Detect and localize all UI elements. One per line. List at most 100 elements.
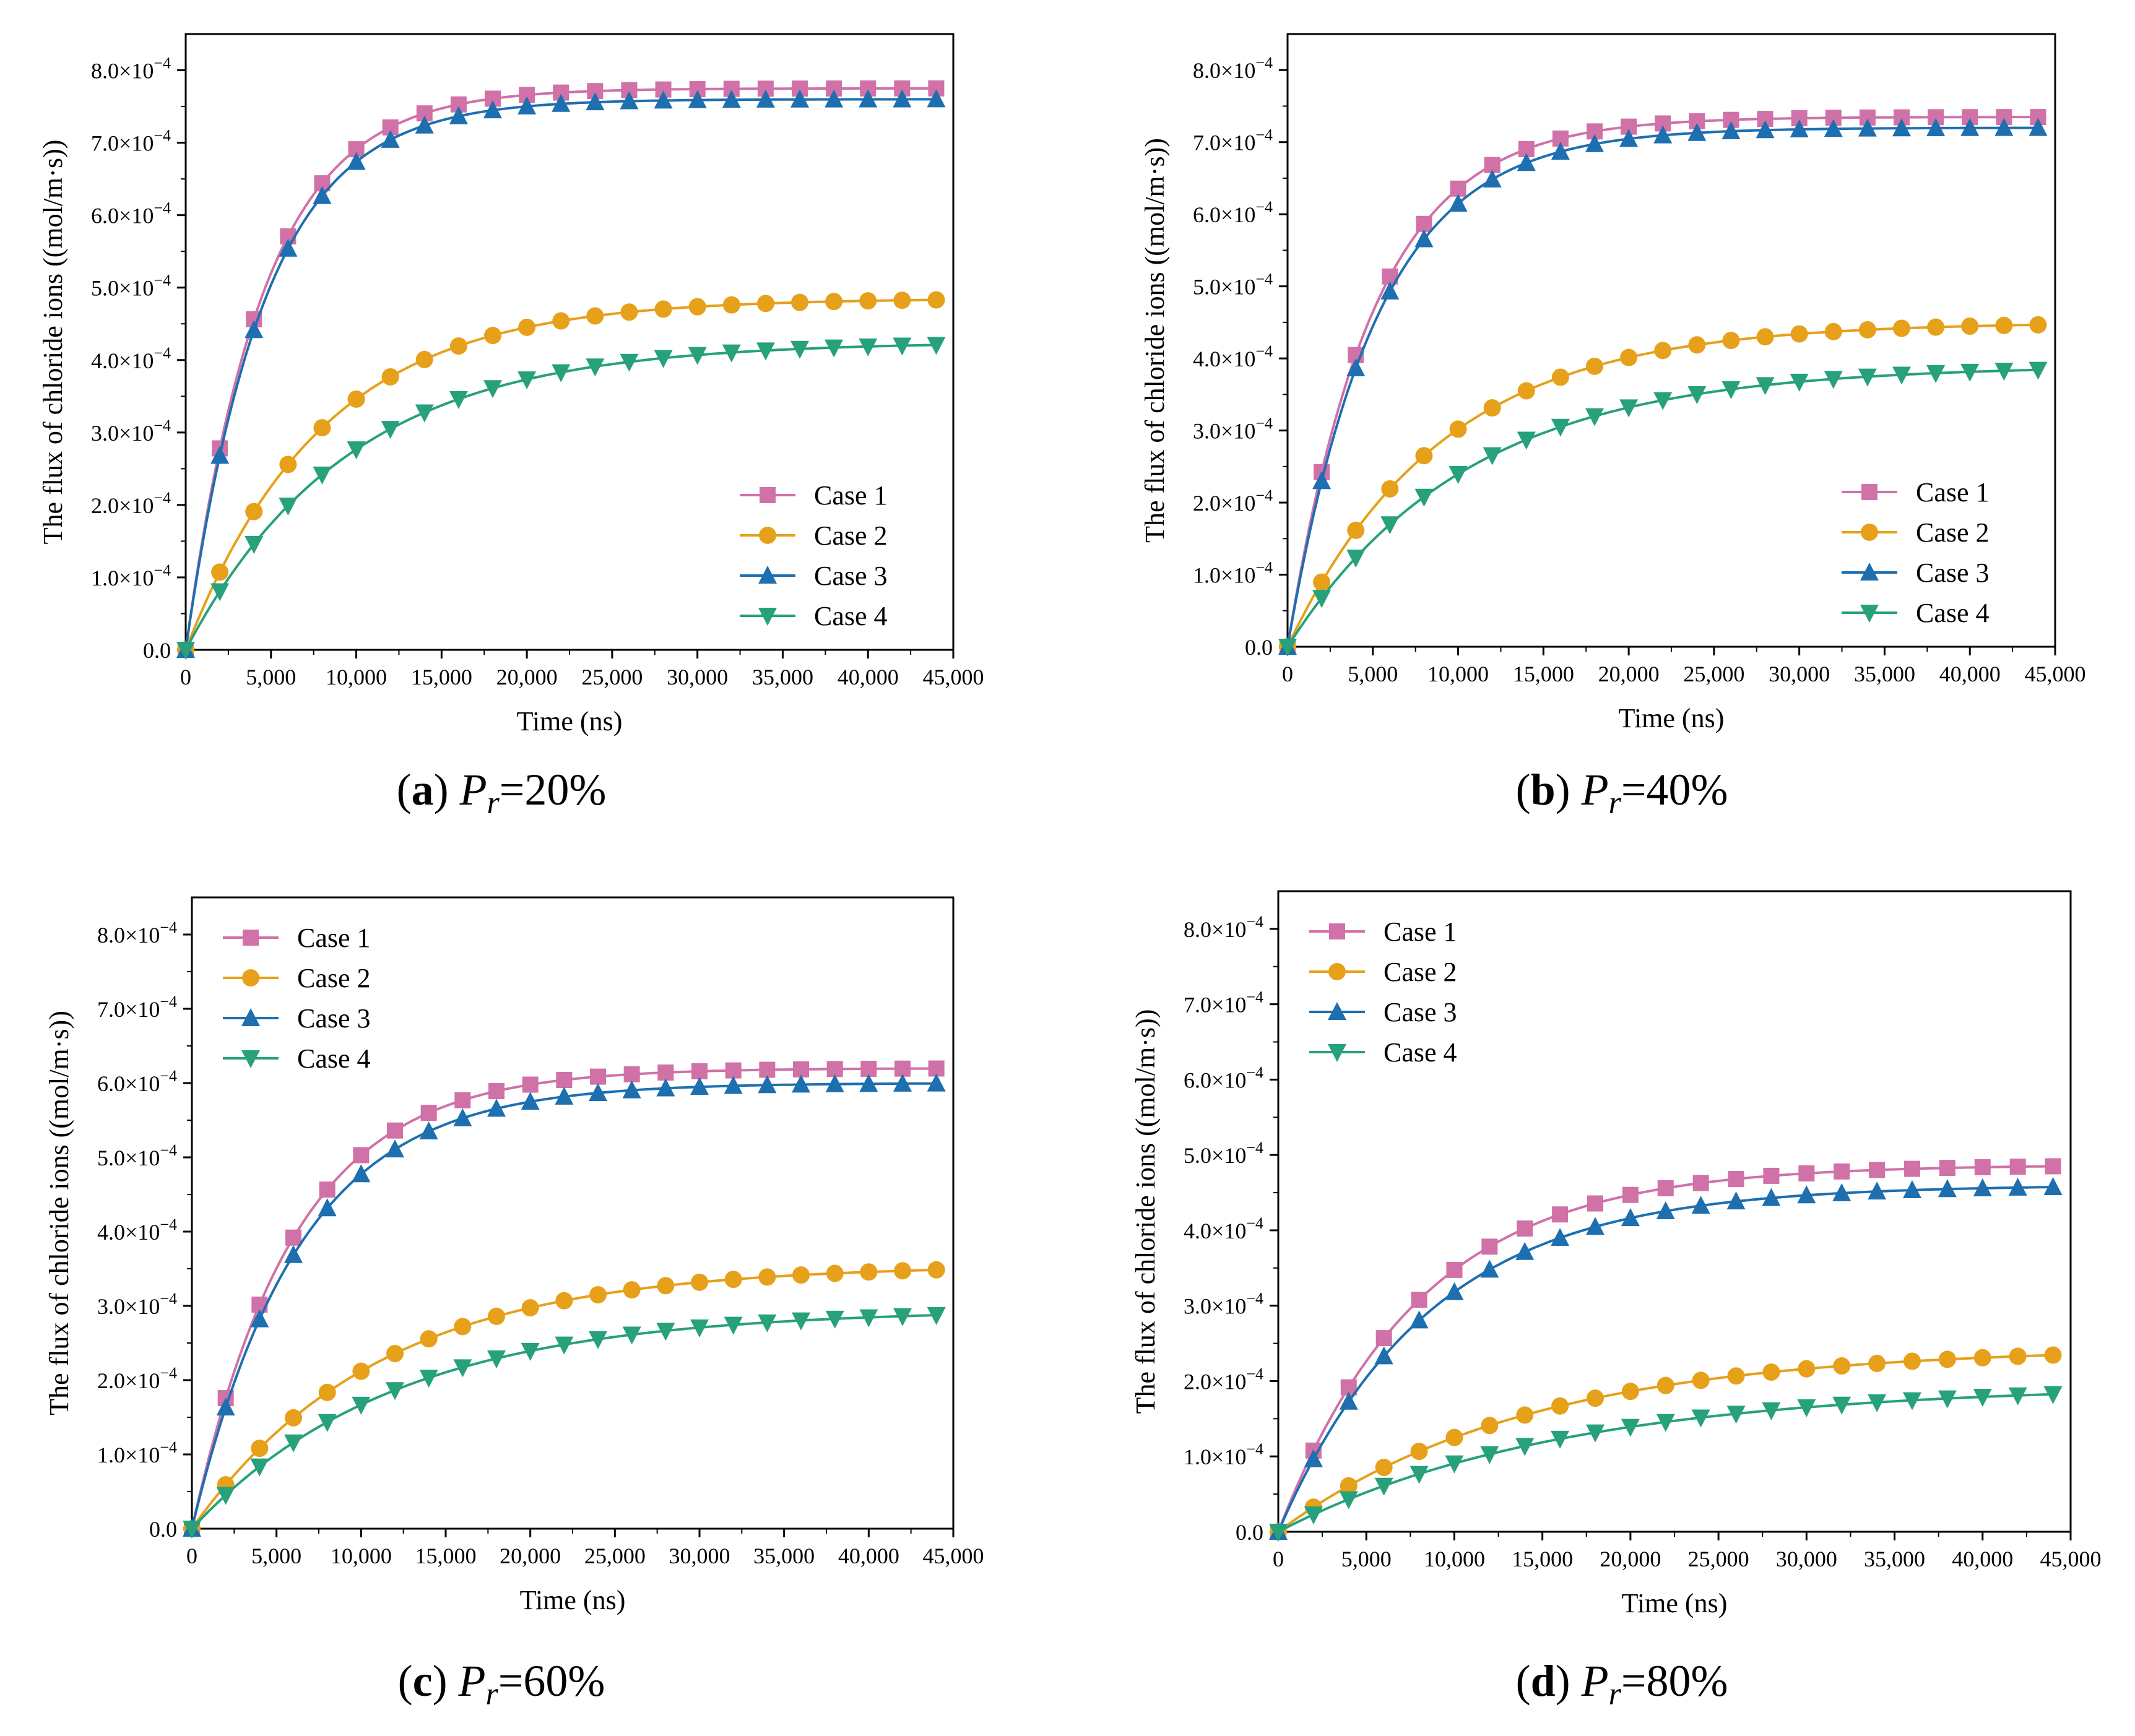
y-tick-exponent: −4 (1255, 270, 1273, 288)
data-point-case-4 (1903, 1392, 1921, 1410)
data-point-case-3 (656, 1078, 675, 1097)
legend-label: Case 4 (297, 1043, 371, 1074)
data-point-case-3 (250, 1309, 269, 1328)
x-tick-label: 30,000 (667, 665, 728, 689)
legend-label: Case 4 (1916, 598, 1990, 628)
y-tick-exponent: −4 (154, 127, 171, 145)
y-tick-mantissa: 8.0×10 (1193, 58, 1255, 83)
y-tick-exponent: −4 (154, 489, 171, 507)
y-axis-title: The flux of chloride ions ((mol/m·s)) (44, 1011, 74, 1415)
data-point-case-4 (483, 380, 502, 399)
caption-subscript: r (1609, 1677, 1622, 1712)
data-point-case-4 (1797, 1399, 1816, 1417)
legend-label: Case 3 (814, 561, 888, 591)
data-point-case-2 (927, 291, 945, 309)
data-point-case-2 (1893, 319, 1910, 337)
y-tick-mantissa: 1.0×10 (1184, 1445, 1246, 1469)
y-tick-mantissa: 2.0×10 (97, 1368, 160, 1393)
x-tick-label: 5,000 (246, 665, 296, 689)
legend-marker (1328, 1044, 1346, 1062)
y-tick-mantissa: 0.0 (1236, 1520, 1263, 1545)
data-point-case-4 (1445, 1455, 1464, 1474)
data-point-case-4 (250, 1458, 269, 1477)
data-point-case-1 (1657, 1180, 1674, 1196)
y-tick-mantissa: 3.0×10 (97, 1294, 160, 1319)
y-tick-mantissa: 4.0×10 (1193, 347, 1255, 371)
data-point-case-4 (352, 1396, 371, 1415)
data-point-case-1 (1974, 1159, 1991, 1176)
y-tick-mantissa: 6.0×10 (1184, 1068, 1246, 1092)
data-point-case-4 (1480, 1446, 1499, 1464)
data-point-case-4 (1414, 488, 1434, 507)
data-point-case-4 (690, 1319, 709, 1338)
data-point-case-3 (724, 1076, 743, 1094)
y-tick-mantissa: 3.0×10 (91, 421, 154, 446)
data-point-case-2 (1586, 357, 1603, 375)
data-point-case-2 (1620, 348, 1638, 366)
data-point-case-4 (1619, 399, 1639, 418)
data-point-case-4 (790, 340, 809, 359)
data-point-case-4 (1824, 371, 1843, 389)
caption-value: 40% (1646, 765, 1728, 814)
data-point-case-1 (454, 1092, 471, 1108)
y-tick-mantissa: 0.0 (143, 638, 171, 663)
y-tick-label: 2.0×10−4 (91, 489, 171, 518)
data-point-case-2 (518, 318, 536, 336)
y-tick-label: 6.0×10−4 (1184, 1063, 1263, 1092)
y-tick-exponent: −4 (1246, 1290, 1263, 1308)
data-point-case-2 (1656, 1376, 1674, 1394)
legend: Case 1 Case 2 Case 3 Case 4 (1842, 477, 1990, 628)
legend-label: Case 2 (297, 963, 371, 993)
data-point-case-4 (313, 466, 332, 485)
y-tick-label: 8.0×10−4 (97, 918, 177, 948)
data-point-case-3 (1445, 1282, 1464, 1300)
data-point-case-4 (758, 1314, 777, 1332)
data-point-case-2 (1727, 1367, 1745, 1385)
data-point-case-2 (552, 312, 570, 330)
data-point-case-3 (825, 1074, 844, 1092)
data-point-case-1 (2045, 1158, 2061, 1175)
x-tick-label: 5,000 (1341, 1547, 1392, 1571)
data-point-case-4 (893, 1308, 912, 1326)
y-axis-title: The flux of chloride ions ((mol/m·s)) (1130, 1009, 1161, 1414)
data-point-case-3 (690, 1077, 709, 1095)
data-point-case-2 (415, 350, 433, 368)
y-tick-label: 7.0×10−4 (1184, 988, 1263, 1017)
data-point-case-2 (251, 1440, 269, 1457)
legend-label: Case 2 (814, 520, 888, 551)
data-point-case-2 (1868, 1354, 1886, 1372)
y-tick-label: 1.0×10−4 (1193, 559, 1273, 588)
y-tick-label: 2.0×10−4 (97, 1364, 177, 1393)
x-tick-label: 0 (180, 665, 191, 689)
data-point-case-4 (1312, 590, 1332, 608)
legend-marker (759, 527, 776, 544)
y-tick-exponent: −4 (1246, 1365, 1263, 1383)
data-point-case-4 (552, 364, 571, 382)
y-tick-label: 7.0×10−4 (1193, 126, 1273, 155)
data-point-case-4 (1515, 1438, 1535, 1456)
data-point-case-3 (1790, 119, 1809, 138)
caption-letter: b (1531, 765, 1556, 814)
caption-paren-open: ( (398, 1656, 413, 1706)
legend-label: Case 1 (1916, 477, 1990, 507)
data-point-case-3 (1346, 358, 1366, 376)
data-point-case-3 (2008, 1177, 2027, 1196)
x-tick-label: 40,000 (1952, 1547, 2013, 1571)
legend-label: Case 3 (297, 1003, 371, 1034)
x-axis-title: Time (ns) (517, 706, 623, 736)
data-point-case-4 (859, 338, 878, 356)
data-point-case-1 (1728, 1170, 1744, 1187)
y-tick-mantissa: 7.0×10 (1193, 131, 1255, 155)
data-point-case-4 (1551, 1430, 1570, 1449)
data-point-case-2 (285, 1409, 302, 1427)
legend-label: Case 4 (1384, 1037, 1457, 1068)
legend-marker (1860, 605, 1879, 623)
data-point-case-1 (759, 1061, 776, 1078)
x-axis-title: Time (ns) (520, 1585, 626, 1615)
y-tick-exponent: −4 (1255, 486, 1273, 504)
data-point-case-1 (522, 1076, 539, 1093)
data-point-case-4 (419, 1370, 438, 1388)
data-point-case-3 (1551, 1228, 1570, 1246)
data-point-case-4 (1346, 550, 1366, 568)
y-tick-label: 6.0×10−4 (91, 199, 171, 228)
